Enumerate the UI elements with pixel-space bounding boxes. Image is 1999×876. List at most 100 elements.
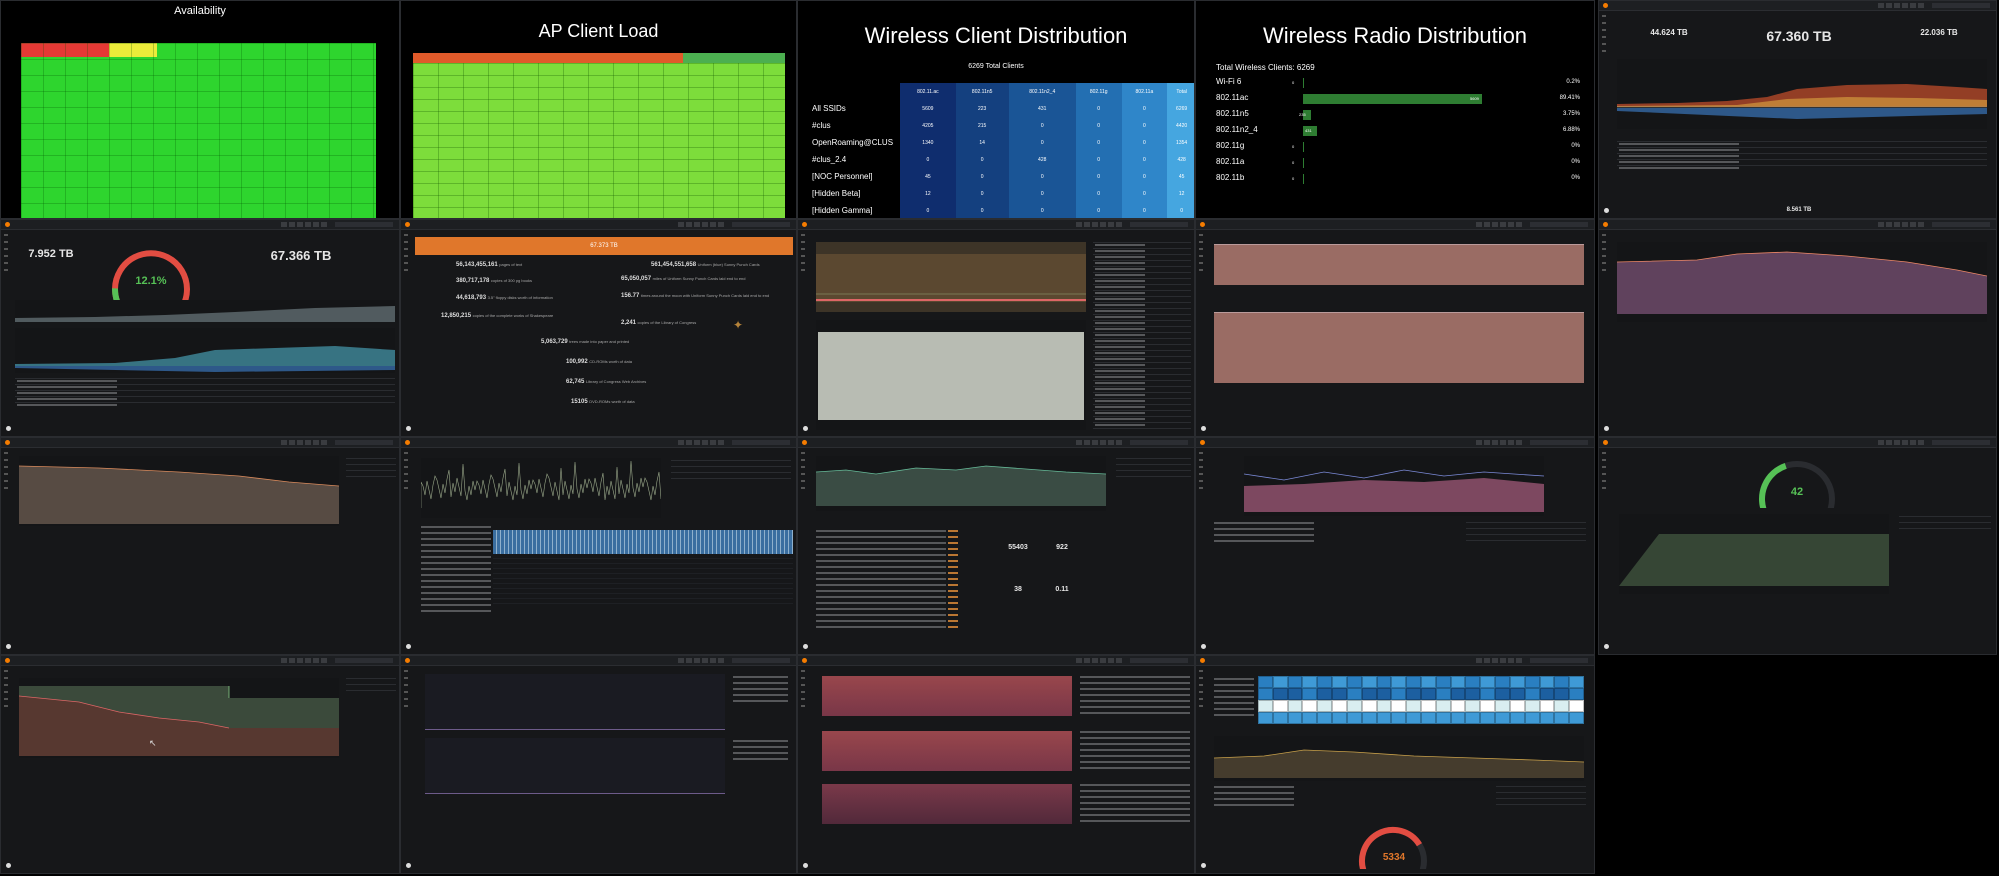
time-range-picker[interactable] (335, 440, 393, 445)
time-range-picker[interactable] (1130, 440, 1188, 445)
wcd-cell: 223 (955, 100, 1009, 117)
data-fact-number: 44,618,793 (456, 295, 487, 301)
sidebar-icons[interactable] (4, 670, 8, 710)
sidebar-icons[interactable] (801, 670, 805, 710)
time-range-picker[interactable] (732, 440, 790, 445)
wrd-row-pct: 3.75% (1562, 111, 1580, 117)
sidebar-icons[interactable] (404, 234, 408, 274)
time-range-picker[interactable] (1530, 658, 1588, 663)
availability-title: Availability (174, 5, 226, 17)
toolbar-buttons[interactable] (1878, 222, 1926, 227)
time-range-picker[interactable] (1130, 222, 1188, 227)
heatmap-cell (1480, 676, 1496, 688)
spiky-activity-panel (400, 437, 797, 655)
sidebar-icons[interactable] (1199, 234, 1203, 274)
data-fact-text: Library of Congress Web Archives (585, 379, 647, 384)
toolbar-buttons[interactable] (678, 658, 726, 663)
wcd-row: OpenRoaming@CLUS 1340 14 0 0 0 1354 (798, 134, 1194, 151)
status-dot (6, 863, 11, 868)
time-range-picker[interactable] (1932, 3, 1990, 8)
wrd-row-value: 0 (1292, 176, 1295, 181)
toolbar-buttons[interactable] (678, 222, 726, 227)
sidebar-icons[interactable] (1602, 452, 1606, 492)
time-range-picker[interactable] (1530, 440, 1588, 445)
sidebar-icons[interactable] (4, 234, 8, 274)
time-range-picker[interactable] (732, 222, 790, 227)
wcd-header-row: 802.11.ac 802.11n5 802.11n2_4 802.11g 80… (798, 83, 1194, 100)
time-range-picker[interactable] (335, 658, 393, 663)
distribution-overview-panel (797, 219, 1195, 437)
toolbar-buttons[interactable] (1076, 440, 1124, 445)
wcd-row-label: [NOC Personnel] (812, 172, 873, 181)
wrd-row-value: 0 (1292, 80, 1295, 85)
time-range-picker[interactable] (1932, 440, 1990, 445)
toolbar-buttons[interactable] (281, 440, 329, 445)
heatmap-cell (1495, 688, 1510, 700)
toolbar-buttons[interactable] (281, 658, 329, 663)
wcd-row: All SSIDs 5609 223 431 0 0 6269 (798, 100, 1194, 117)
sidebar-icons[interactable] (1602, 234, 1606, 274)
toolbar-buttons[interactable] (1878, 440, 1926, 445)
data-fact-number: 15105 (571, 399, 588, 405)
wcd-col-header: Total (1167, 83, 1194, 100)
heatmap-cell (1406, 712, 1421, 724)
wcd-cell: 45 (900, 168, 956, 185)
toolbar-buttons[interactable] (1878, 3, 1926, 8)
time-range-picker[interactable] (1932, 222, 1990, 227)
stacked-legend-1 (1080, 676, 1190, 716)
heatmap-cell (1524, 688, 1540, 700)
toolbar-buttons[interactable] (1076, 222, 1124, 227)
distribution-area-fill (818, 332, 1084, 420)
panel-header (1196, 220, 1594, 230)
sidebar-icons[interactable] (801, 452, 805, 492)
dual-graph-legend-bottom (733, 740, 788, 762)
availability-grid-lines (21, 43, 376, 218)
toolbar-buttons[interactable] (1076, 658, 1124, 663)
heatmap-cell (1406, 700, 1421, 712)
sidebar-icons[interactable] (404, 670, 408, 710)
toolbar-buttons[interactable] (678, 440, 726, 445)
panel-header (1599, 220, 1996, 230)
channel-legend-values (1466, 522, 1586, 544)
wrd-row-label: 802.11g (1216, 141, 1245, 150)
data-fact: 15105 DVD-ROMs worth of data (571, 399, 635, 405)
wrd-row-value: 431 (1305, 128, 1312, 133)
wcd-table: 802.11.ac 802.11n5 802.11n2_4 802.11g 80… (798, 83, 1194, 218)
toolbar-buttons[interactable] (1476, 440, 1524, 445)
wrd-total: Total Wireless Clients: 6269 (1216, 63, 1315, 72)
grafana-logo-icon (405, 440, 410, 445)
bird-icon: ✦ (733, 318, 744, 332)
panel-header (798, 656, 1194, 666)
panel-header (1, 656, 399, 666)
sidebar-icons[interactable] (404, 452, 408, 492)
panel-header (1599, 1, 1996, 11)
wcd-cell: 0 (1121, 134, 1168, 151)
sidebar-icons[interactable] (801, 234, 805, 274)
wrd-row-value: 5609 (1470, 96, 1479, 101)
stats-trend-chart (816, 456, 1106, 511)
heatmap-cell (1539, 712, 1555, 724)
time-range-picker[interactable] (1130, 658, 1188, 663)
status-dot (406, 863, 411, 868)
sidebar-icons[interactable] (4, 452, 8, 492)
heatmap-cell (1524, 712, 1540, 724)
wcd-cell: 12 (900, 185, 956, 202)
toolbar-buttons[interactable] (1476, 658, 1524, 663)
sidebar-icons[interactable] (1199, 670, 1203, 710)
sidebar-icons[interactable] (1602, 15, 1606, 55)
toolbar-buttons[interactable] (281, 222, 329, 227)
heatmap-cell (1272, 700, 1288, 712)
panel-header (798, 220, 1194, 230)
sidebar-icons[interactable] (1199, 452, 1203, 492)
step-chart (19, 678, 339, 758)
toolbar-buttons[interactable] (1476, 222, 1524, 227)
stat-mid: 67.360 TB (1766, 28, 1832, 44)
time-range-picker[interactable] (335, 222, 393, 227)
grafana-logo-icon (5, 658, 10, 663)
data-fact: 156.77 times around the moon with Unifor… (621, 293, 769, 299)
grafana-logo-icon (405, 222, 410, 227)
time-range-picker[interactable] (732, 658, 790, 663)
time-range-picker[interactable] (1530, 222, 1588, 227)
declining-legend (346, 458, 396, 478)
stat-d: 0.11 (1055, 586, 1069, 593)
